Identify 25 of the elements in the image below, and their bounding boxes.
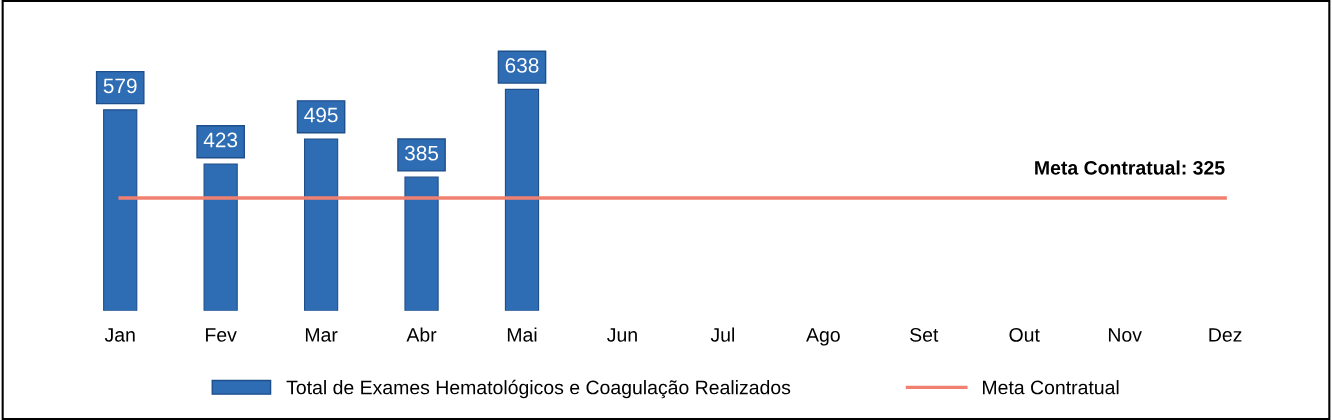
data-label: 385 bbox=[404, 145, 439, 161]
x-tick-label: Jul bbox=[710, 327, 735, 342]
x-tick-label: Mai bbox=[507, 327, 537, 342]
x-tick-label: Set bbox=[910, 327, 939, 342]
x-tick-label: Abr bbox=[406, 327, 437, 342]
x-tick-label: Jun bbox=[607, 328, 637, 342]
x-tick-label: Out bbox=[1009, 327, 1040, 342]
bar bbox=[303, 138, 339, 311]
bar bbox=[203, 163, 238, 311]
x-tick-label: Fev bbox=[206, 328, 237, 342]
bar bbox=[404, 176, 439, 311]
data-label: 495 bbox=[304, 107, 338, 123]
x-tick-label: Jan bbox=[104, 328, 135, 342]
data-label: 579 bbox=[103, 78, 137, 94]
x-tick-label: Dez bbox=[1209, 328, 1242, 342]
data-label: 423 bbox=[203, 132, 238, 148]
x-tick-label: Mar bbox=[305, 328, 338, 342]
legend-label: Meta Contratual bbox=[983, 380, 1119, 395]
x-tick-label: Ago bbox=[806, 328, 840, 346]
legend-label: Total de Exames Hematológicos e Coagulação Realizados bbox=[286, 379, 791, 399]
bar bbox=[504, 88, 540, 311]
annotation: Meta Contratual: 325 bbox=[1035, 160, 1225, 175]
data-label: 638 bbox=[505, 57, 539, 73]
x-tick-label: Nov bbox=[1108, 328, 1142, 342]
bar bbox=[103, 109, 138, 311]
